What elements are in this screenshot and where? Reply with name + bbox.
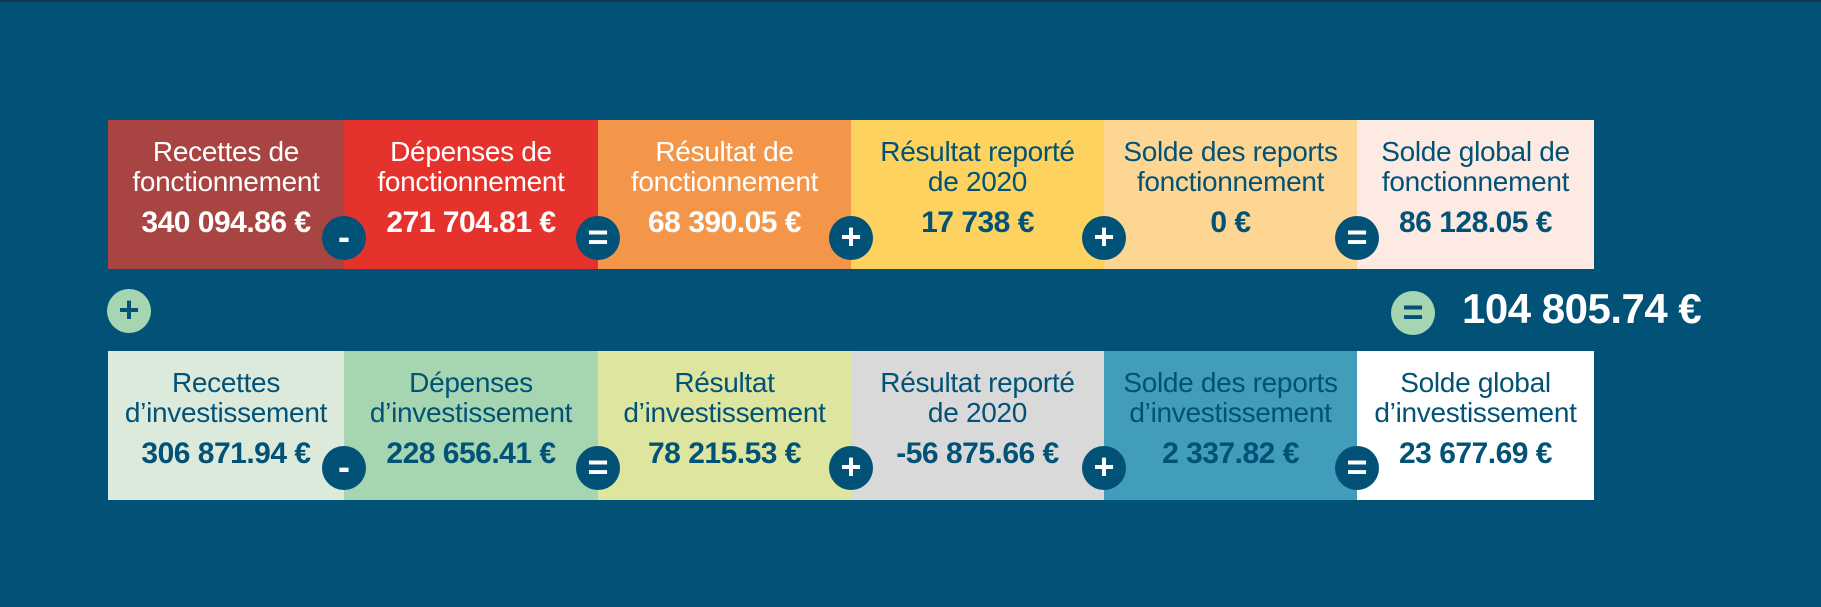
depenses-fonctionnement-card: Dépenses de fonctionnement 271 704.81 €: [344, 120, 598, 269]
plus-operator-icon: +: [1082, 446, 1126, 490]
recettes-investissement-card: Recettes d’investissement 306 871.94 €: [108, 351, 344, 500]
fonctionnement-row: Recettes de fonctionnement 340 094.86 € …: [108, 120, 1594, 269]
equals-operator-icon: =: [1335, 216, 1379, 260]
recettes-fonctionnement-card: Recettes de fonctionnement 340 094.86 €: [108, 120, 344, 269]
card-value: 17 738 €: [921, 206, 1034, 239]
card-value: 78 215.53 €: [648, 437, 801, 470]
card-label: Dépenses de fonctionnement: [377, 136, 565, 197]
equals-operator-icon: =: [1335, 446, 1379, 490]
card-label: Résultat de fonctionnement: [630, 136, 819, 197]
card-label: Résultat d’investissement: [623, 367, 826, 428]
top-border: [0, 0, 1821, 2]
card-label: Dépenses d’investissement: [369, 367, 573, 428]
investissement-row: Recettes d’investissement 306 871.94 € D…: [108, 351, 1594, 500]
solde-global-investissement-card: Solde global d’investissement 23 677.69 …: [1357, 351, 1594, 500]
minus-operator-icon: -: [322, 446, 366, 490]
total-value: 104 805.74 €: [1462, 285, 1702, 332]
card-value: 306 871.94 €: [141, 437, 311, 470]
card-label: Solde des reports fonctionnement: [1123, 136, 1338, 197]
resultat-fonctionnement-card: Résultat de fonctionnement 68 390.05 €: [598, 120, 851, 269]
card-value: 2 337.82 €: [1162, 437, 1299, 470]
equals-operator-icon: =: [576, 216, 620, 260]
card-label: Solde des reports d’investissement: [1123, 367, 1338, 428]
resultat-investissement-card: Résultat d’investissement 78 215.53 €: [598, 351, 851, 500]
equals-operator-icon: =: [1391, 291, 1435, 335]
card-value: -56 875.66 €: [896, 437, 1059, 470]
card-value: 68 390.05 €: [648, 206, 801, 239]
card-label: Solde global d’investissement: [1374, 367, 1577, 428]
minus-operator-icon: -: [322, 216, 366, 260]
card-label: Solde global de fonctionnement: [1381, 136, 1570, 197]
resultat-reporte-investissement-card: Résultat reporté de 2020 -56 875.66 €: [851, 351, 1104, 500]
solde-global-fonctionnement-card: Solde global de fonctionnement 86 128.05…: [1357, 120, 1594, 269]
card-label: Recettes d’investissement: [124, 367, 328, 428]
card-label: Résultat reporté de 2020: [880, 367, 1075, 428]
solde-reports-investissement-card: Solde des reports d’investissement 2 337…: [1104, 351, 1357, 500]
equals-operator-icon: =: [576, 446, 620, 490]
card-value: 0 €: [1210, 206, 1251, 239]
card-value: 86 128.05 €: [1399, 206, 1552, 239]
plus-operator-icon: +: [829, 216, 873, 260]
plus-operator-icon: +: [107, 289, 151, 333]
plus-operator-icon: +: [829, 446, 873, 490]
card-label: Résultat reporté de 2020: [880, 136, 1075, 197]
card-label: Recettes de fonctionnement: [132, 136, 320, 197]
card-value: 228 656.41 €: [386, 437, 556, 470]
card-value: 271 704.81 €: [386, 206, 556, 239]
card-value: 340 094.86 €: [141, 206, 311, 239]
solde-reports-fonctionnement-card: Solde des reports fonctionnement 0 €: [1104, 120, 1357, 269]
depenses-investissement-card: Dépenses d’investissement 228 656.41 €: [344, 351, 598, 500]
card-value: 23 677.69 €: [1399, 437, 1552, 470]
plus-operator-icon: +: [1082, 216, 1126, 260]
resultat-reporte-fonctionnement-card: Résultat reporté de 2020 17 738 €: [851, 120, 1104, 269]
